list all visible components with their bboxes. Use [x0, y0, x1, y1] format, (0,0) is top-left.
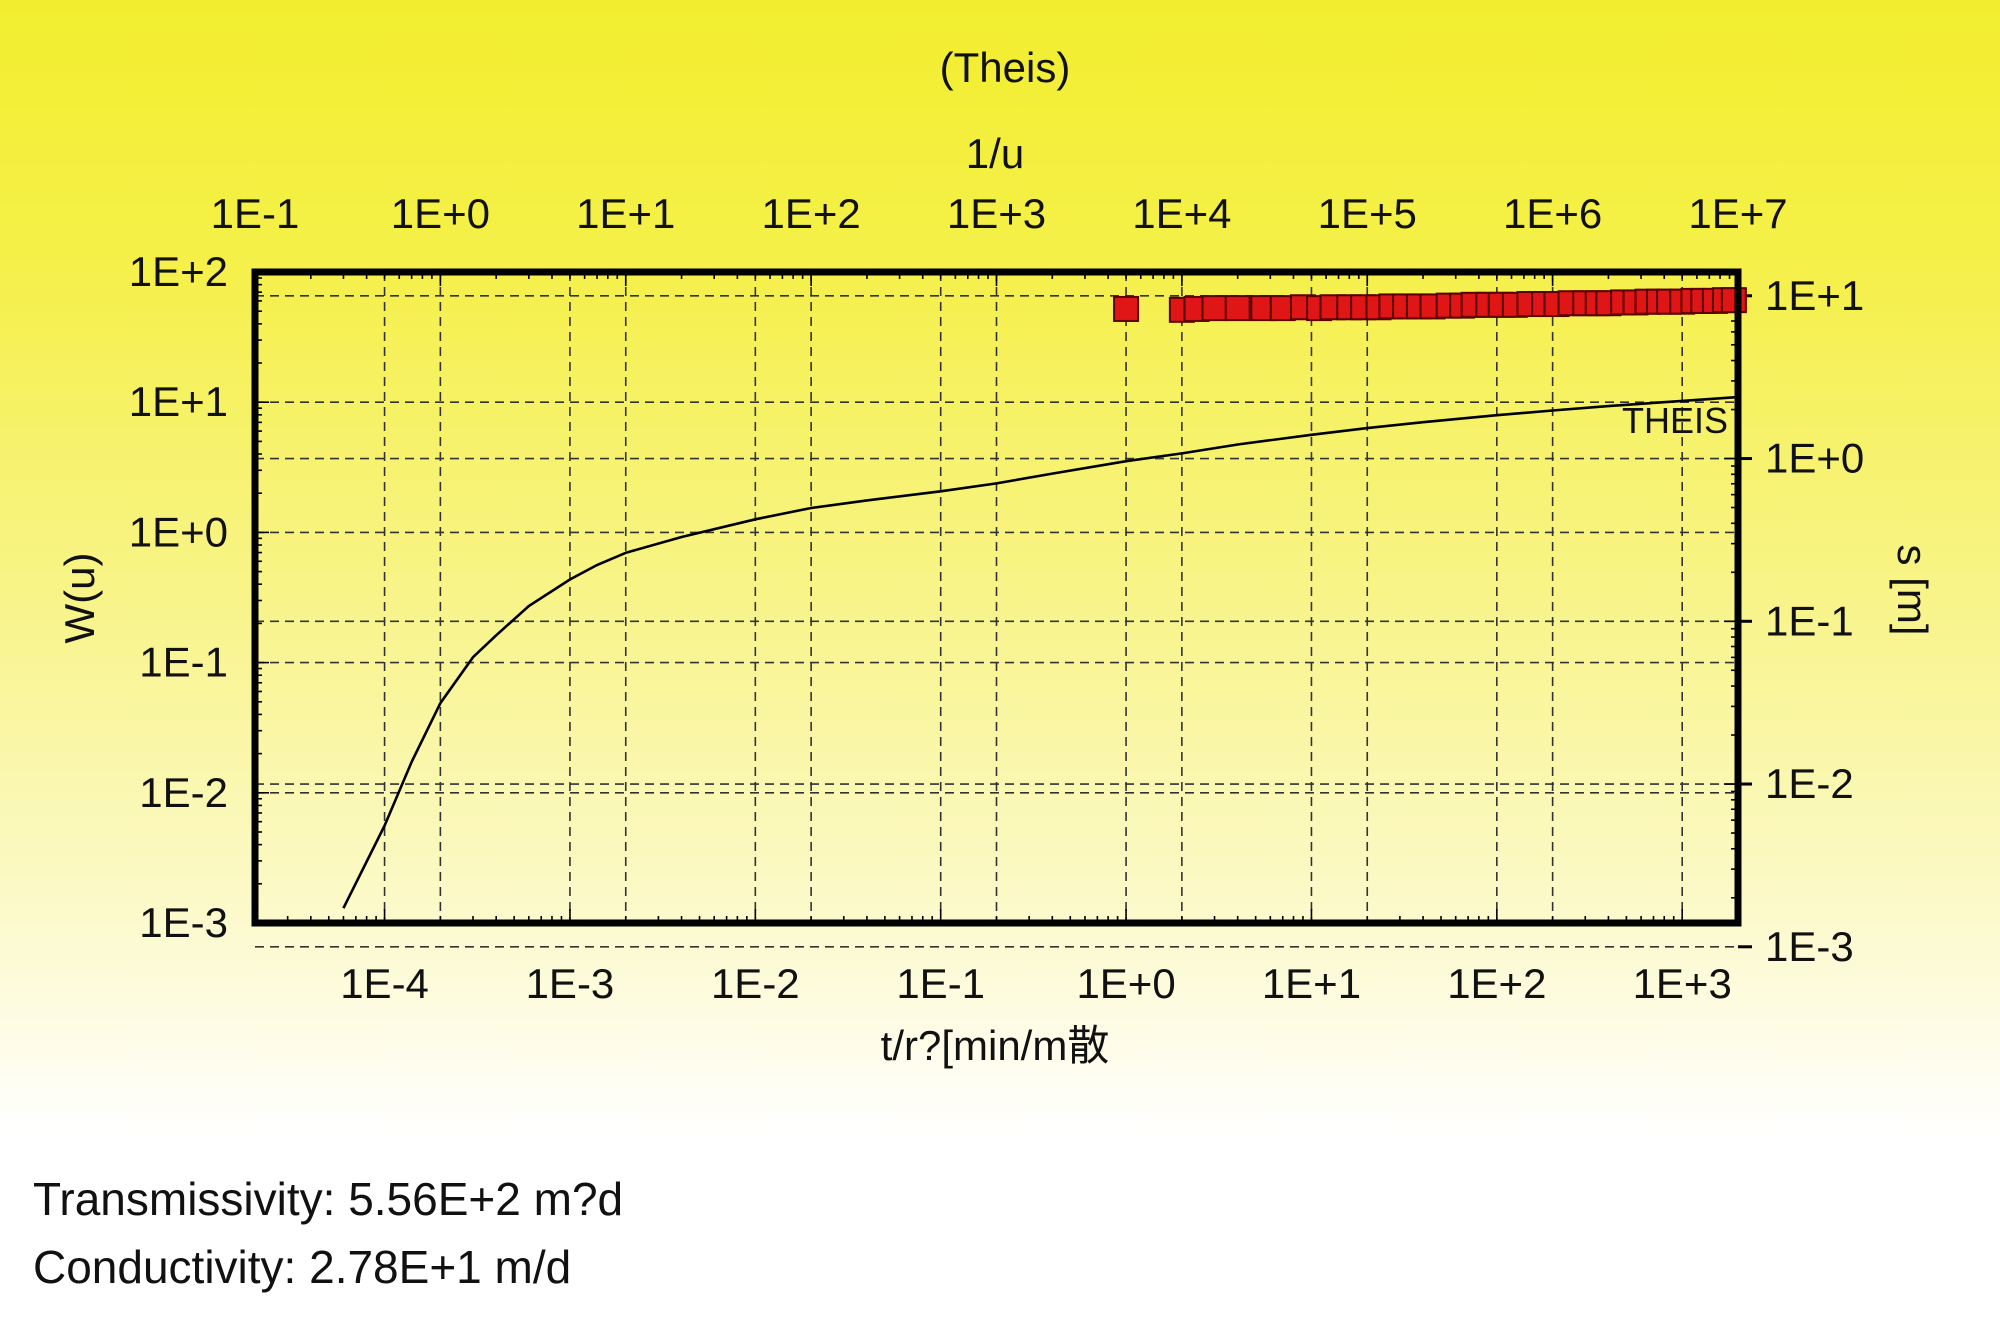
observed-points-layer	[1113, 287, 1747, 323]
conductivity-result: Conductivity: 2.78E+1 m/d	[33, 1241, 572, 1293]
bottom-tick-label-5: 1E+1	[1262, 960, 1361, 1007]
observed-point-0	[1113, 295, 1140, 322]
top-tick-label-1: 1E+0	[391, 190, 490, 237]
top-tick-label-0: 1E-1	[211, 190, 300, 237]
top-axis-title: 1/u	[966, 130, 1024, 177]
top-tick-label-3: 1E+2	[761, 190, 860, 237]
bottom-tick-label-4: 1E+0	[1076, 960, 1175, 1007]
transmissivity-result: Transmissivity: 5.56E+2 m?d	[33, 1173, 624, 1225]
left-tick-label-0: 1E-3	[139, 899, 228, 946]
curve-label: THEIS	[1622, 400, 1728, 441]
bottom-tick-label-1: 1E-3	[526, 960, 615, 1007]
right-tick-label-4: 1E+1	[1765, 272, 1864, 319]
observed-point-4	[1224, 295, 1251, 322]
top-tick-label-5: 1E+4	[1132, 190, 1231, 237]
top-tick-label-7: 1E+6	[1503, 190, 1602, 237]
left-tick-label-3: 1E+0	[129, 508, 228, 555]
right-tick-label-2: 1E-1	[1765, 597, 1854, 644]
right-tick-label-0: 1E-3	[1765, 923, 1854, 970]
top-tick-label-8: 1E+7	[1688, 190, 1787, 237]
minor-ticks	[254, 272, 1752, 949]
bottom-tick-label-6: 1E+2	[1447, 960, 1546, 1007]
right-tick-label-3: 1E+0	[1765, 435, 1864, 482]
top-tick-label-6: 1E+5	[1318, 190, 1417, 237]
plot-frame	[251, 268, 1742, 927]
right-axis-title: s [m]	[1889, 545, 1936, 636]
bottom-axis-title: t/r?[min/m散	[881, 1022, 1110, 1069]
theis-type-curve	[342, 395, 1739, 909]
top-tick-label-2: 1E+1	[576, 190, 675, 237]
bottom-tick-label-3: 1E-1	[896, 960, 985, 1007]
right-tick-label-1: 1E-2	[1765, 760, 1854, 807]
left-tick-label-2: 1E-1	[139, 639, 228, 686]
chart-title: (Theis)	[940, 44, 1071, 91]
bottom-tick-label-2: 1E-2	[711, 960, 800, 1007]
theis-curve-layer	[342, 395, 1739, 909]
bottom-tick-label-0: 1E-4	[340, 960, 429, 1007]
left-tick-label-4: 1E+1	[129, 378, 228, 425]
left-tick-label-1: 1E-2	[139, 769, 228, 816]
left-axis-title: W(u)	[56, 553, 103, 644]
top-tick-label-4: 1E+3	[947, 190, 1046, 237]
bottom-tick-label-7: 1E+3	[1633, 960, 1732, 1007]
left-tick-label-5: 1E+2	[129, 248, 228, 295]
tick-labels: 1E-1 1E+0 1E+1 1E+2 1E+3 1E+4 1E+5 1E+6 1E+7 1E-4…	[129, 190, 1865, 1007]
observed-point-40	[1720, 287, 1747, 314]
observed-point-3	[1201, 295, 1228, 322]
grid-lines	[255, 272, 1738, 948]
